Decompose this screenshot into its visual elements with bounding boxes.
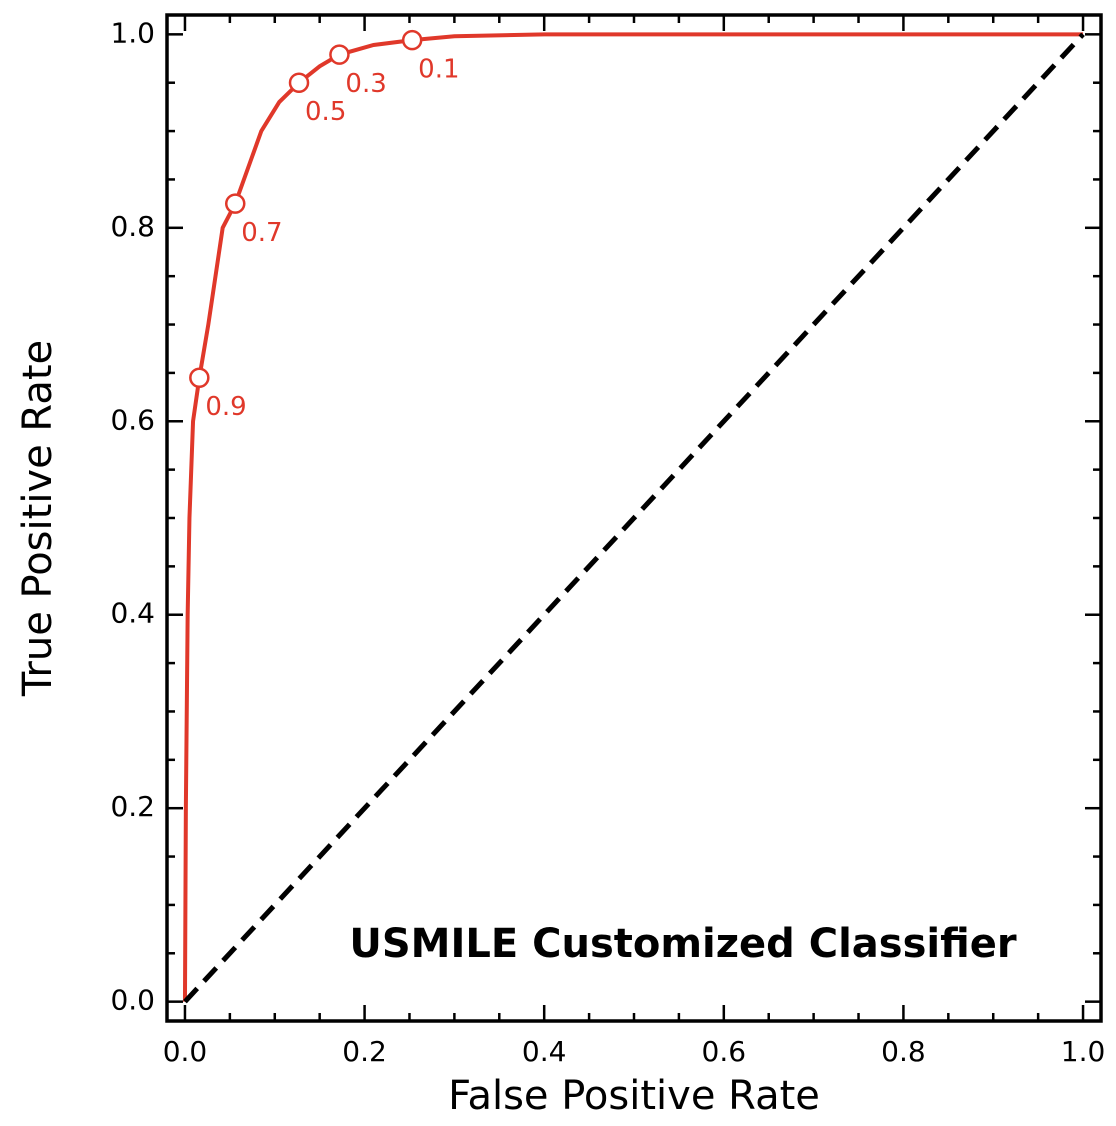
- roc-curve: [182, 32, 1084, 1002]
- y-tick-label: 0.4: [110, 597, 155, 630]
- x-tick-label: 0.2: [342, 1035, 387, 1068]
- x-axis-label: False Positive Rate: [448, 1073, 820, 1119]
- x-tick-label: 0.4: [522, 1035, 567, 1068]
- plot-frame: [165, 13, 1103, 1023]
- y-tick-label: 1.0: [110, 16, 155, 49]
- x-tick-label: 0.6: [702, 1035, 747, 1068]
- y-tick-label: 0.6: [110, 403, 155, 436]
- threshold-label: 0.3: [345, 69, 386, 99]
- threshold-marker: [225, 193, 246, 214]
- threshold-label: 0.9: [205, 392, 246, 422]
- x-tick-label: 0.0: [163, 1035, 208, 1068]
- threshold-label: 0.7: [241, 218, 282, 248]
- y-axis-label: True Positive Rate: [15, 340, 61, 697]
- x-tick-label: 1.0: [1061, 1035, 1106, 1068]
- threshold-marker: [401, 29, 423, 51]
- y-tick-label: 0.8: [110, 210, 155, 243]
- threshold-marker: [329, 44, 350, 65]
- diagonal-line: [183, 32, 1085, 1004]
- threshold-label: 0.5: [305, 97, 346, 127]
- x-tick-label: 0.8: [881, 1035, 926, 1068]
- annotation: USMILE Customized Classifier: [349, 921, 1016, 967]
- y-tick-label: 0.2: [110, 790, 155, 823]
- y-tick-label: 0.0: [110, 984, 155, 1017]
- threshold-marker: [189, 367, 210, 388]
- threshold-marker: [288, 72, 310, 93]
- threshold-label: 0.1: [418, 55, 459, 85]
